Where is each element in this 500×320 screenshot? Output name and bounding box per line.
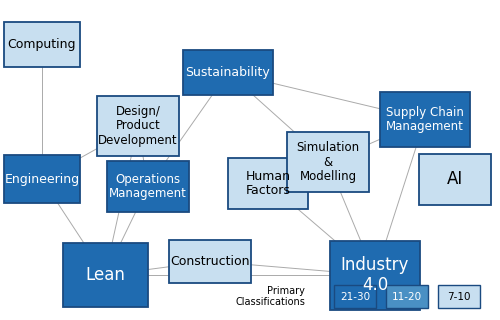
Text: Simulation
&
Modelling: Simulation & Modelling (296, 141, 360, 183)
Text: AI: AI (447, 170, 463, 188)
FancyBboxPatch shape (4, 22, 80, 67)
FancyBboxPatch shape (386, 285, 428, 308)
Text: Primary
Classifications: Primary Classifications (235, 286, 305, 307)
Text: Human
Factors: Human Factors (246, 170, 290, 197)
Text: 7-10: 7-10 (448, 292, 471, 301)
Text: Engineering: Engineering (4, 173, 80, 186)
FancyBboxPatch shape (107, 161, 189, 212)
FancyBboxPatch shape (62, 243, 148, 307)
FancyBboxPatch shape (380, 92, 470, 147)
Text: Lean: Lean (85, 266, 125, 284)
Text: Design/
Product
Development: Design/ Product Development (98, 105, 178, 147)
FancyBboxPatch shape (334, 285, 376, 308)
Text: 21-30: 21-30 (340, 292, 370, 301)
FancyBboxPatch shape (4, 155, 80, 203)
FancyBboxPatch shape (330, 241, 420, 310)
Text: Operations
Management: Operations Management (109, 173, 187, 200)
Text: Supply Chain
Management: Supply Chain Management (386, 106, 464, 133)
FancyBboxPatch shape (419, 154, 491, 205)
FancyBboxPatch shape (183, 50, 273, 95)
FancyBboxPatch shape (169, 240, 251, 283)
FancyBboxPatch shape (438, 285, 480, 308)
Text: Construction: Construction (170, 255, 250, 268)
FancyBboxPatch shape (97, 96, 179, 156)
Text: Sustainability: Sustainability (186, 66, 270, 79)
FancyBboxPatch shape (287, 132, 369, 192)
Text: Computing: Computing (8, 38, 76, 51)
Text: Industry
4.0: Industry 4.0 (341, 256, 409, 294)
FancyBboxPatch shape (228, 158, 308, 209)
Text: 11-20: 11-20 (392, 292, 422, 301)
